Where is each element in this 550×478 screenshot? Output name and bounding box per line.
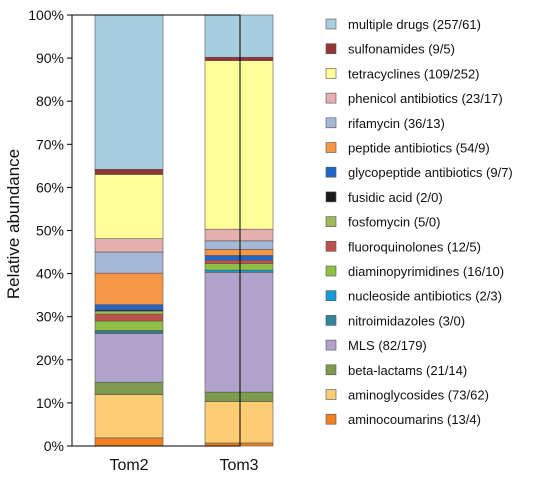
legend-swatch xyxy=(325,191,337,203)
bar-segment xyxy=(94,437,164,447)
y-tick-label: 50% xyxy=(36,223,64,239)
y-axis-ticks: 0% 10% 20% 30% 40% 50% 60% 70% 80% 90% 100% xyxy=(28,7,72,454)
legend-swatch xyxy=(325,265,337,277)
legend-label: MLS (82/179) xyxy=(348,338,427,353)
y-tick-label: 80% xyxy=(36,93,64,109)
legend-label: fosfomycin (5/0) xyxy=(348,215,440,230)
bar-segment xyxy=(204,249,274,256)
y-tick-label: 70% xyxy=(36,136,64,152)
legend-label: peptide antibiotics (54/9) xyxy=(348,141,490,156)
legend-label: aminocoumarins (13/4) xyxy=(348,412,481,427)
legend-label: fusidic acid (2/0) xyxy=(348,190,443,205)
legend-swatch xyxy=(325,142,337,153)
y-tick-label: 0% xyxy=(44,438,64,454)
bar-segment xyxy=(204,56,274,61)
y-tick-label: 10% xyxy=(36,395,64,411)
legend-label: sulfonamides (9/5) xyxy=(348,42,455,57)
x-category-label: Tom2 xyxy=(109,457,148,474)
legend-swatch xyxy=(325,216,337,227)
bar-segment xyxy=(204,269,274,273)
bar-segment xyxy=(94,168,164,175)
legend-label: nitroimidazoles (3/0) xyxy=(348,313,465,328)
bar-segment xyxy=(94,272,164,305)
bar-segment xyxy=(204,259,274,264)
legend-label: diaminopyrimidines (16/10) xyxy=(348,264,504,279)
x-category-label: Tom3 xyxy=(219,457,258,474)
bar-segment xyxy=(94,251,164,274)
bar-segment xyxy=(204,255,274,261)
legend-swatch xyxy=(325,166,337,178)
legend-label: glycopeptide antibiotics (9/7) xyxy=(348,165,513,180)
bar-segment xyxy=(204,60,274,230)
bar-segment xyxy=(94,310,164,315)
y-tick-label: 60% xyxy=(36,179,64,195)
bar-segment xyxy=(94,238,164,253)
bar-segment xyxy=(94,313,164,322)
bar-segment xyxy=(204,263,274,271)
legend-label: fluoroquinolones (12/5) xyxy=(348,239,481,254)
legend: multiple drugs (257/61) sulfonamides (9/5… xyxy=(325,17,513,427)
legend-swatch xyxy=(325,290,337,302)
legend-label: nucleoside antibiotics (2/3) xyxy=(348,289,502,304)
bar-segment xyxy=(94,304,164,311)
bar-segment xyxy=(204,272,274,393)
y-tick-label: 20% xyxy=(36,352,64,368)
x-axis-labels: Tom2 Tom3 xyxy=(109,457,258,474)
legend-swatch xyxy=(325,389,337,400)
bar-segment xyxy=(204,14,274,58)
legend-label: multiple drugs (257/61) xyxy=(348,17,481,32)
legend-swatch xyxy=(325,241,337,252)
legend-swatch xyxy=(325,339,337,351)
bar-segment xyxy=(94,394,164,439)
legend-swatch xyxy=(325,92,337,104)
legend-swatch xyxy=(325,68,337,79)
bar-segment xyxy=(94,320,164,331)
y-tick-label: 90% xyxy=(36,50,64,66)
y-tick-label: 30% xyxy=(36,309,64,325)
bar-segment xyxy=(94,174,164,239)
bars-group xyxy=(94,14,274,447)
legend-label: tetracyclines (109/252) xyxy=(348,66,480,81)
y-tick-label: 100% xyxy=(28,7,64,23)
legend-swatch xyxy=(325,43,337,55)
bar-segment xyxy=(204,401,274,444)
y-axis-title: Relative abundance xyxy=(4,149,23,299)
legend-swatch xyxy=(325,315,337,326)
legend-label: beta-lactams (21/14) xyxy=(348,363,467,378)
y-tick-label: 40% xyxy=(36,266,64,282)
legend-label: aminoglycosides (73/62) xyxy=(348,388,489,403)
bar-segment xyxy=(94,14,164,170)
legend-swatch xyxy=(325,117,337,129)
legend-swatch xyxy=(325,364,337,376)
plot-frame xyxy=(71,14,241,447)
legend-swatch xyxy=(325,413,337,425)
bar-segment xyxy=(94,333,164,383)
legend-label: phenicol antibiotics (23/17) xyxy=(348,91,503,106)
bar-segment xyxy=(94,381,164,396)
legend-swatch xyxy=(325,18,337,30)
bar-segment xyxy=(204,391,274,402)
legend-label: rifamycin (36/13) xyxy=(348,116,445,131)
bar-segment xyxy=(204,228,274,242)
bar-segment xyxy=(204,240,274,250)
axes-group xyxy=(71,14,241,447)
